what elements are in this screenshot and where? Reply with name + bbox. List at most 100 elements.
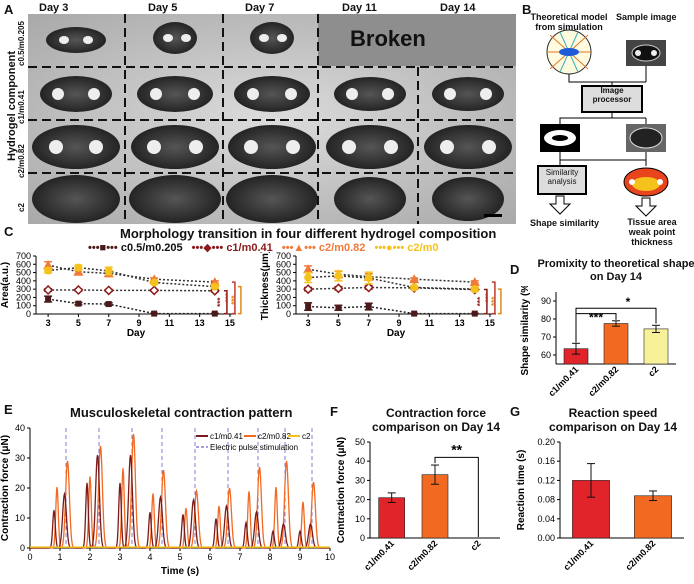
y-tick-label: 20 — [355, 495, 365, 505]
day-label: Day 14 — [440, 2, 476, 14]
x-tick-label: c1/m0.41 — [561, 538, 595, 572]
significance-bracket — [223, 290, 228, 315]
data-point — [44, 266, 53, 275]
x-tick-label: 2 — [87, 552, 92, 562]
legend-label: c1/m0.41 — [210, 432, 243, 441]
y-tick-label: 200 — [16, 292, 31, 302]
legend-label: c2/m0.82 — [258, 432, 291, 441]
y-tick-label: 90 — [541, 296, 551, 306]
data-point — [45, 296, 52, 303]
x-tick-label: 0 — [27, 552, 32, 562]
pipeline-diagram — [537, 29, 669, 217]
shape-similarity-output: Shape similarity — [530, 218, 600, 228]
significance-bracket — [497, 288, 502, 315]
microscopy-grid — [28, 14, 516, 224]
panel-letter-d: D — [510, 262, 520, 277]
y-tick-label: 20 — [15, 483, 25, 493]
y-tick-label: 30 — [15, 453, 25, 463]
sample-row-1 — [46, 22, 294, 54]
day-label: Day 11 — [342, 2, 377, 14]
x-tick-label: c2 — [646, 364, 660, 378]
data-point — [210, 282, 219, 291]
x-axis-label: Day — [387, 328, 406, 339]
y-axis-label: Thickness(μm) — [260, 252, 271, 320]
sample-row-4 — [32, 175, 504, 223]
significance-bracket — [575, 313, 617, 343]
data-point — [334, 271, 343, 280]
x-tick-label: 7 — [237, 552, 242, 562]
panel-letter-b: B — [522, 2, 532, 17]
x-tick-label: 7 — [106, 318, 111, 328]
significance-label: * — [626, 295, 631, 309]
y-tick-label: 0 — [286, 309, 291, 319]
data-point — [363, 282, 374, 293]
bar — [378, 497, 405, 539]
significance-label: *** — [476, 296, 485, 306]
x-tick-label: 5 — [336, 318, 341, 328]
significance-label: *** — [490, 296, 499, 306]
sample-label: Sample image — [616, 12, 677, 22]
y-tick-label: 80 — [541, 314, 551, 324]
series-line — [308, 305, 475, 315]
row-label: c1/m0.41 — [17, 90, 26, 124]
significance-label: ** — [451, 441, 462, 457]
y-axis-label: Contraction force (μN) — [336, 437, 347, 543]
x-tick-label: 6 — [207, 552, 212, 562]
x-axis-label: Day — [127, 328, 146, 339]
data-point — [364, 273, 373, 282]
y-tick-label: 60 — [541, 350, 551, 360]
broken-region — [318, 14, 516, 66]
day-label: Day 3 — [39, 2, 69, 14]
panel-e-title: Musculoskeletal contraction pattern — [70, 405, 293, 420]
data-point — [469, 277, 480, 287]
row-label: c2 — [17, 203, 26, 212]
broken-label: Broken — [350, 26, 426, 51]
y-axis-label: Area(a.u.) — [0, 262, 11, 308]
force-trace — [30, 454, 330, 549]
x-tick-label: 11 — [425, 318, 435, 328]
x-tick-label: 8 — [267, 552, 272, 562]
y-tick-label: 40 — [15, 423, 25, 433]
y-tick-label: 300 — [276, 284, 291, 294]
y-tick-label: 0.16 — [537, 456, 555, 466]
significance-bracket — [434, 456, 479, 538]
x-tick-label: 15 — [225, 318, 235, 328]
y-tick-label: 40 — [355, 456, 365, 466]
row-label: c2/m0.82 — [17, 144, 26, 178]
data-point — [103, 285, 114, 296]
y-tick-label: 70 — [541, 332, 551, 342]
x-tick-label: c2/m0.82 — [586, 364, 620, 398]
y-tick-label: 500 — [276, 268, 291, 278]
tissue-area-output: Tissue area weak point thickness — [627, 217, 677, 247]
panel-g-chart: 0.00 0.04 0.08 0.12 0.16 0.20 Reaction time (s… — [516, 437, 684, 572]
data-point — [75, 300, 82, 307]
data-point — [211, 310, 218, 317]
x-tick-label: 1 — [57, 552, 62, 562]
image-processor-box: Image processor — [592, 86, 632, 104]
bar — [634, 495, 672, 539]
data-point — [303, 264, 314, 274]
significance-bracket — [483, 288, 488, 315]
data-point — [43, 260, 54, 270]
y-tick-label: 30 — [355, 475, 365, 485]
panel-e-chart: 0 10 20 30 40 0 1 2 3 4 5 6 7 8 9 10 Time (s) Contraction… — [0, 423, 335, 577]
x-tick-label: 3 — [117, 552, 122, 562]
x-tick-label: 10 — [325, 552, 335, 562]
x-tick-label: 4 — [147, 552, 152, 562]
x-tick-label: 5 — [177, 552, 182, 562]
significance-label: *** — [589, 311, 603, 325]
x-tick-label: 11 — [165, 318, 175, 328]
y-tick-label: 100 — [16, 301, 31, 311]
x-tick-label: c1/m0.41 — [362, 538, 396, 572]
x-tick-label: 9 — [397, 318, 402, 328]
data-point — [150, 278, 159, 287]
significance-label: *** — [224, 292, 233, 302]
y-tick-label: 400 — [276, 276, 291, 286]
x-tick-label: 3 — [306, 318, 311, 328]
y-tick-label: 100 — [276, 301, 291, 311]
x-tick-label: c2 — [469, 538, 483, 552]
panel-d-title: Promixity to theoretical shape on Day 14 — [537, 258, 694, 283]
data-point — [149, 285, 160, 296]
panel-letter-a: A — [4, 2, 14, 17]
